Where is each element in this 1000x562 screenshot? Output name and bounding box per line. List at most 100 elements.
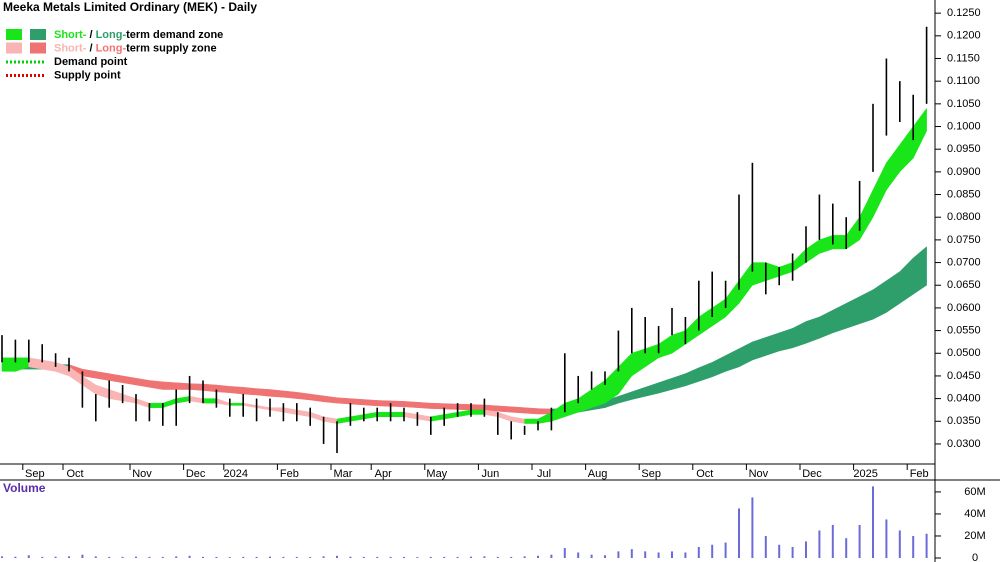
legend-label-part: Short- <box>54 29 87 41</box>
long-zone <box>510 406 525 414</box>
x-tick-label: Jul <box>537 468 551 480</box>
volume-bar <box>523 556 526 558</box>
short-zone <box>41 359 56 372</box>
y-tick-label: 0.0400 <box>947 393 981 405</box>
short-zone <box>149 402 164 408</box>
x-tick-label: Mar <box>334 468 353 480</box>
long-zone <box>162 381 177 390</box>
volume-bar <box>764 535 767 558</box>
legend-swatch <box>30 29 46 40</box>
volume-bar <box>724 542 727 558</box>
y-tick-label: 40M <box>964 508 985 520</box>
y-tick-label: 0.1050 <box>947 98 981 110</box>
x-tick-label: Feb <box>280 468 299 480</box>
y-tick-label: 60M <box>964 486 985 498</box>
x-tick-label: Apr <box>375 468 392 480</box>
volume-bar <box>175 556 178 558</box>
x-tick-label: Jun <box>482 468 500 480</box>
short-zone <box>912 107 927 159</box>
short-zone <box>229 402 244 406</box>
volume-bar <box>1 556 3 558</box>
y-tick-label: 20M <box>964 530 985 542</box>
volume-bar <box>644 551 647 558</box>
y-tick-label: 0.0950 <box>947 143 981 155</box>
volume-bar <box>872 486 874 558</box>
volume-bar <box>778 544 781 558</box>
volume-bar <box>684 552 687 558</box>
legend-label: Supply point <box>54 69 121 81</box>
legend-swatch <box>6 29 22 40</box>
volume-bar <box>188 555 191 558</box>
volume-bar <box>697 546 700 558</box>
y-tick-label: 0.0500 <box>947 347 981 359</box>
x-tick-label: Dec <box>186 468 206 480</box>
x-tick-label: Nov <box>749 468 769 480</box>
short-zone <box>470 409 485 415</box>
volume-bar <box>362 556 365 558</box>
volume-bar <box>108 556 111 558</box>
short-zone <box>28 357 43 370</box>
x-tick-label: 2025 <box>853 468 877 480</box>
volume-bar <box>41 556 44 558</box>
y-tick-label: 0.0700 <box>947 256 981 268</box>
volume-bar <box>483 556 486 558</box>
long-zone <box>376 400 391 407</box>
volume-bar <box>738 508 740 558</box>
long-zone <box>443 403 458 410</box>
long-zone <box>189 383 204 391</box>
volume-bar <box>510 556 513 558</box>
legend-label-part: / <box>86 42 95 54</box>
volume-bar <box>215 556 218 558</box>
short-zone <box>376 411 391 417</box>
short-zone <box>1 357 16 372</box>
x-tick-label: Nov <box>132 468 152 480</box>
long-zone <box>390 400 405 408</box>
x-tick-label: Oct <box>696 468 713 480</box>
y-tick-label: 0.0300 <box>947 438 981 450</box>
x-tick-label: Dec <box>802 468 822 480</box>
volume-bar <box>470 556 472 558</box>
volume-bar <box>885 519 888 558</box>
x-tick-label: Sep <box>25 468 45 480</box>
volume-bar <box>898 530 901 558</box>
volume-bar <box>617 551 620 558</box>
volume-bar <box>751 497 754 558</box>
volume-bar <box>322 556 325 558</box>
volume-bar <box>563 548 566 558</box>
x-tick-label: Aug <box>588 468 608 480</box>
volume-bar <box>791 546 794 558</box>
legend-label: Short- / Long-term demand zone <box>54 29 223 41</box>
long-zone <box>430 402 445 410</box>
volume-bar <box>711 544 714 558</box>
y-tick-label: 0.0850 <box>947 188 981 200</box>
volume-bar <box>161 556 164 558</box>
volume-bar <box>403 556 405 558</box>
legend-label-part: term supply zone <box>126 42 216 54</box>
short-zone <box>832 235 847 250</box>
long-zone <box>269 389 284 398</box>
x-tick-label: 2024 <box>224 468 248 480</box>
y-tick-label: 0.0750 <box>947 234 981 246</box>
legend-label-part: Short- <box>54 42 87 54</box>
volume-bar <box>657 552 660 558</box>
long-zone <box>497 405 512 413</box>
volume-bar <box>295 556 298 558</box>
volume-bar <box>925 533 928 558</box>
volume-bar <box>429 556 432 558</box>
legend-swatch <box>30 42 46 54</box>
volume-bar <box>242 556 245 558</box>
volume-bar <box>336 555 338 558</box>
y-tick-label: 0.0600 <box>947 302 981 314</box>
long-zone <box>417 401 432 409</box>
volume-bar <box>671 551 673 558</box>
y-tick-label: 0.1150 <box>947 52 980 64</box>
volume-bar <box>912 535 915 558</box>
legend-label: Short- / Long-term supply zone <box>54 42 217 54</box>
long-zone <box>336 397 351 405</box>
volume-bar <box>94 556 97 558</box>
volume-bar <box>282 556 285 558</box>
y-tick-label: 0.0900 <box>947 166 981 178</box>
volume-bar <box>81 554 84 558</box>
short-zone <box>202 398 217 404</box>
